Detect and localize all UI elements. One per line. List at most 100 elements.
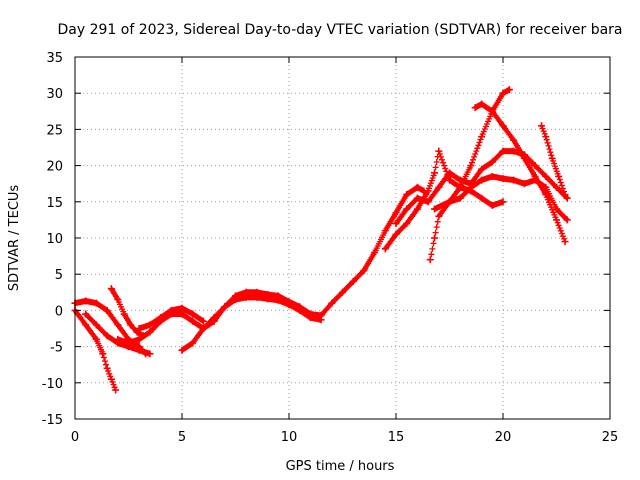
data-point bbox=[107, 375, 115, 383]
data-point bbox=[505, 86, 513, 94]
data-point bbox=[189, 317, 197, 325]
data-point bbox=[296, 306, 304, 314]
data-point bbox=[253, 293, 261, 301]
data-point bbox=[553, 205, 560, 213]
data-point bbox=[555, 172, 563, 180]
data-point bbox=[120, 310, 128, 318]
data-point bbox=[103, 332, 111, 340]
data-point bbox=[538, 122, 546, 130]
data-point bbox=[467, 162, 475, 170]
data-point bbox=[99, 350, 107, 358]
data-point bbox=[413, 194, 421, 202]
data-point bbox=[403, 220, 411, 228]
data-point bbox=[548, 154, 556, 162]
data-point bbox=[274, 296, 282, 304]
data-point bbox=[478, 133, 486, 141]
data-point bbox=[520, 154, 528, 162]
data-point bbox=[157, 314, 165, 322]
data-point bbox=[424, 187, 432, 195]
data-point bbox=[306, 314, 314, 322]
data-point bbox=[82, 297, 90, 305]
y-axis-label: SDTVAR / TECUs bbox=[7, 185, 22, 292]
series-trace-9 bbox=[392, 147, 571, 228]
data-point bbox=[107, 285, 115, 293]
data-point bbox=[112, 386, 120, 394]
data-point bbox=[431, 205, 439, 213]
data-point bbox=[424, 198, 432, 206]
data-point bbox=[561, 238, 569, 246]
data-point bbox=[339, 288, 346, 296]
data-point bbox=[114, 335, 122, 343]
data-point bbox=[542, 191, 550, 199]
data-point bbox=[553, 216, 560, 224]
data-point bbox=[242, 293, 250, 301]
data-point bbox=[232, 296, 239, 304]
x-tick-label: 15 bbox=[388, 430, 405, 445]
data-point bbox=[510, 136, 518, 144]
data-point bbox=[499, 89, 507, 97]
data-point bbox=[531, 162, 539, 170]
y-tick-label: 30 bbox=[46, 87, 63, 102]
data-point bbox=[456, 194, 464, 202]
series-trace-5 bbox=[114, 183, 428, 347]
data-point bbox=[563, 194, 571, 202]
data-point bbox=[488, 158, 496, 166]
data-point bbox=[146, 350, 154, 358]
data-point bbox=[446, 198, 453, 206]
data-point bbox=[488, 107, 496, 115]
x-axis-label: GPS time / hours bbox=[286, 459, 395, 474]
data-point bbox=[103, 364, 111, 372]
data-point bbox=[114, 321, 122, 329]
data-point bbox=[135, 325, 143, 332]
series-trace-3 bbox=[82, 310, 154, 358]
data-point bbox=[499, 147, 507, 155]
data-point bbox=[135, 335, 143, 343]
data-point bbox=[125, 339, 132, 347]
y-tick-label: -5 bbox=[50, 341, 63, 356]
data-point bbox=[392, 220, 400, 228]
data-point bbox=[199, 325, 207, 332]
data-point bbox=[446, 169, 453, 177]
series-trace-10 bbox=[426, 86, 513, 264]
data-point bbox=[488, 201, 496, 209]
data-point bbox=[403, 205, 411, 213]
data-point bbox=[542, 172, 550, 180]
data-point bbox=[221, 303, 229, 311]
data-point bbox=[178, 304, 186, 312]
data-point bbox=[392, 230, 400, 238]
y-tick-label: 5 bbox=[55, 268, 63, 283]
data-point bbox=[413, 183, 421, 191]
y-tick-label: 0 bbox=[55, 304, 63, 319]
grid-lines bbox=[75, 57, 610, 419]
data-point bbox=[371, 248, 379, 256]
data-point bbox=[392, 209, 400, 217]
series-trace-4 bbox=[107, 285, 147, 340]
data-point bbox=[403, 191, 411, 199]
data-point bbox=[435, 147, 443, 155]
data-point bbox=[349, 277, 357, 285]
data-point bbox=[210, 314, 218, 322]
y-tick-label: 10 bbox=[46, 232, 63, 247]
data-point bbox=[478, 194, 486, 202]
series-trace-13 bbox=[538, 122, 569, 199]
data-point bbox=[456, 183, 464, 191]
data-point bbox=[114, 296, 122, 304]
series-trace-1 bbox=[71, 306, 120, 394]
data-point bbox=[510, 176, 518, 184]
y-tick-label: 25 bbox=[46, 123, 63, 138]
data-point bbox=[189, 310, 197, 318]
data-point bbox=[199, 317, 207, 325]
series-trace-8 bbox=[381, 147, 507, 253]
x-tick-label: 10 bbox=[281, 430, 298, 445]
data-point bbox=[520, 180, 528, 188]
x-tick-label: 0 bbox=[71, 430, 79, 445]
data-point bbox=[381, 245, 389, 253]
data-point bbox=[553, 183, 560, 191]
data-point bbox=[467, 183, 475, 191]
data-point bbox=[135, 346, 143, 354]
data-point bbox=[542, 133, 550, 141]
axis-ticks: 0 5 10 15 20 25 -15 -10 -5 0 5 10 15 20 25 30 35 bbox=[42, 51, 619, 445]
data-point bbox=[426, 256, 434, 264]
data-point bbox=[478, 165, 486, 173]
data-point bbox=[499, 175, 507, 183]
